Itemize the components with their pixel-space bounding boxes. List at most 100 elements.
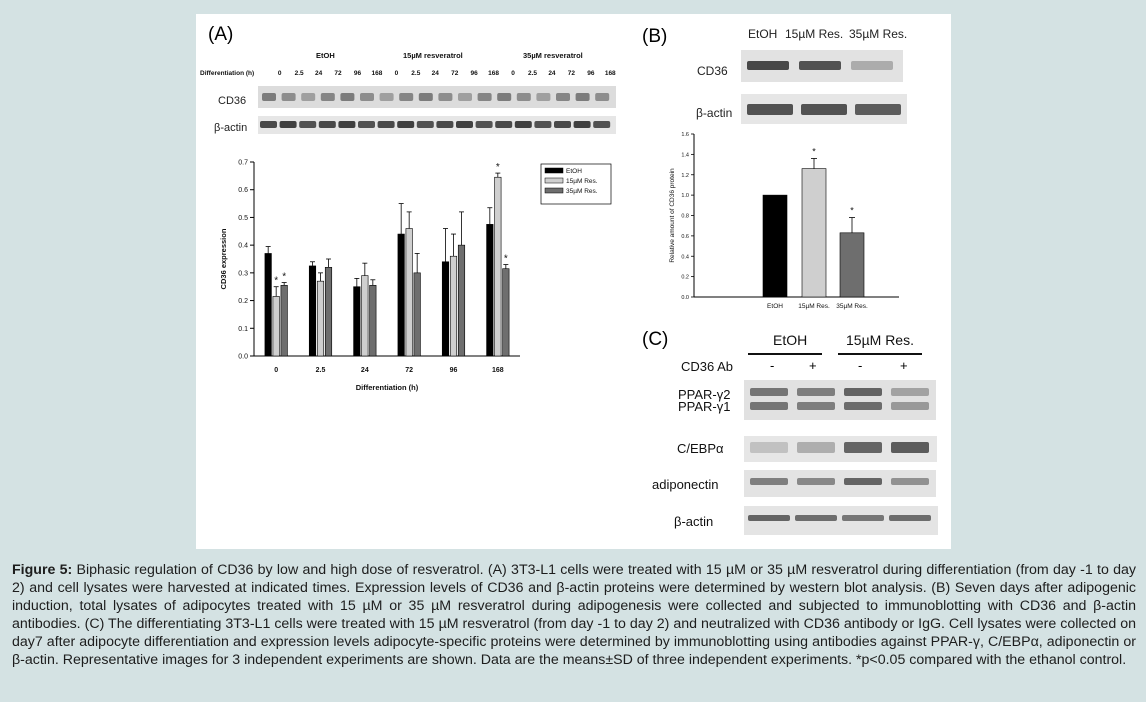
blot-band: [795, 515, 837, 521]
y-tick-label: 0.5: [238, 215, 248, 222]
bar-15µM Res.-72: [405, 228, 413, 357]
x-tick-label: 168: [492, 367, 504, 374]
blot-band: [377, 121, 395, 128]
blot-label-adiponectin: adiponectin: [652, 477, 719, 492]
bar-EtOH-168: [486, 224, 494, 357]
blot-band: [320, 93, 335, 101]
significance-mark: *: [850, 206, 854, 216]
blot-band: [318, 121, 336, 128]
blot-band: [516, 93, 531, 101]
blot-band: [416, 121, 434, 128]
group-label-35um: 35µM resveratrol: [523, 51, 583, 60]
blot-band: [747, 104, 793, 115]
figure-caption: Figure 5: Biphasic regulation of CD36 by…: [12, 561, 1136, 669]
significance-mark: *: [504, 254, 508, 265]
y-tick-label: 0.1: [238, 326, 248, 333]
time-labels-row: 0 2.5 24 72 96 168 0 2.5 24 72 96 168 0 2.5 24 72 96 168: [270, 70, 620, 80]
significance-mark: *: [282, 272, 286, 283]
blot-band: [750, 388, 788, 396]
blot-band: [436, 121, 454, 128]
blot-band: [595, 93, 610, 101]
blot-band: [801, 104, 847, 115]
blot-band: [891, 442, 929, 453]
bar-15µM Res.-2.5: [316, 280, 325, 357]
time-label: 72: [567, 70, 575, 77]
blot-band: [750, 442, 788, 453]
bar-35µM Res.-2.5: [324, 267, 333, 357]
panel-c-label: (C): [642, 329, 669, 350]
significance-mark: *: [496, 162, 500, 173]
blot-band: [891, 388, 929, 396]
blot-band: [301, 93, 316, 101]
group-label-etoh: EtOH: [316, 51, 335, 60]
blot-band: [593, 121, 611, 128]
bar-EtOH-96: [441, 261, 450, 357]
time-label: 168: [604, 70, 616, 77]
time-label: 168: [488, 70, 500, 77]
blot-band: [799, 61, 841, 70]
y-tick-label: 1.2: [681, 173, 689, 179]
legend-label: 15µM Res.: [566, 178, 598, 185]
blot-band: [397, 121, 415, 128]
blot-band: [358, 121, 375, 128]
blot-band: [891, 478, 929, 485]
time-label: 2.5: [294, 70, 304, 77]
blot-band: [844, 388, 882, 396]
ab-sign-4: +: [900, 358, 908, 373]
bar-35µM Res.-72: [413, 272, 421, 357]
blot-band: [575, 93, 590, 101]
blot-band: [844, 442, 882, 453]
x-tick-label: 0: [274, 367, 278, 374]
blot-label-actin-b: β-actin: [696, 106, 733, 120]
y-tick-label: 0.7: [238, 160, 248, 167]
time-label: 0: [277, 70, 282, 77]
y-tick-label: 0.6: [238, 187, 248, 194]
time-label: 96: [470, 70, 478, 77]
x-tick-label: 72: [405, 367, 413, 374]
bar-15µM Res.-24: [361, 275, 369, 357]
blot-band: [475, 121, 493, 128]
blot-band: [554, 121, 571, 128]
bar-EtOH-72: [397, 233, 405, 357]
blot-label-ppar-g1: PPAR-γ1: [678, 399, 731, 414]
bar-15µM Res.-0: [272, 296, 280, 357]
differentiation-row-label: Differentiation (h): [200, 70, 255, 77]
group-label-15um: 15µM resveratrol: [403, 51, 463, 60]
cd36-ab-label: CD36 Ab: [681, 359, 734, 374]
group-label-c-15um: 15µM Res.: [846, 332, 914, 348]
blot-label-cd36-a: CD36: [218, 95, 247, 107]
blot-band: [338, 121, 356, 128]
bar-35µM Res.-0: [280, 285, 288, 357]
group-underline-15um: [838, 353, 922, 355]
y-tick-label: 0.2: [681, 275, 689, 281]
blot-band: [747, 61, 789, 70]
x-axis-title: Differentiation (h): [356, 383, 419, 392]
blot-band: [855, 104, 901, 115]
time-label: 96: [353, 70, 362, 77]
blot-band: [299, 121, 317, 128]
blot-band: [262, 93, 276, 101]
blot-band: [534, 121, 552, 128]
blot-band: [418, 93, 433, 101]
bar-35µM Res.: [839, 232, 865, 298]
chart-a-cd36-expression: 0.0 0.1 0.2 0.3 0.4 0.5 0.6 0.7 CD36 expression 0…: [219, 160, 612, 392]
blot-label-cebpa: C/EBPα: [677, 441, 724, 456]
blot-image-panel-a: [258, 86, 616, 134]
y-tick-label: 1.0: [681, 193, 689, 199]
y-axis-title: Relative amount of CD36 protein: [669, 168, 676, 263]
y-tick-label: 0.4: [681, 254, 689, 260]
blot-label-actin-c: β-actin: [674, 514, 714, 529]
blot-band: [438, 93, 453, 101]
significance-mark: *: [812, 146, 816, 156]
ab-sign-2: +: [809, 358, 817, 373]
time-label: 0: [394, 70, 399, 77]
y-tick-label: 0.2: [238, 298, 248, 305]
blot-band: [458, 93, 472, 101]
blot-image-panel-c: [744, 380, 938, 535]
time-label: 72: [334, 70, 342, 77]
blot-band: [279, 121, 297, 128]
ab-sign-1: -: [770, 358, 775, 373]
blot-band: [260, 121, 277, 128]
lane-label-b-etoh: EtOH: [748, 27, 778, 41]
blot-band: [360, 93, 374, 101]
